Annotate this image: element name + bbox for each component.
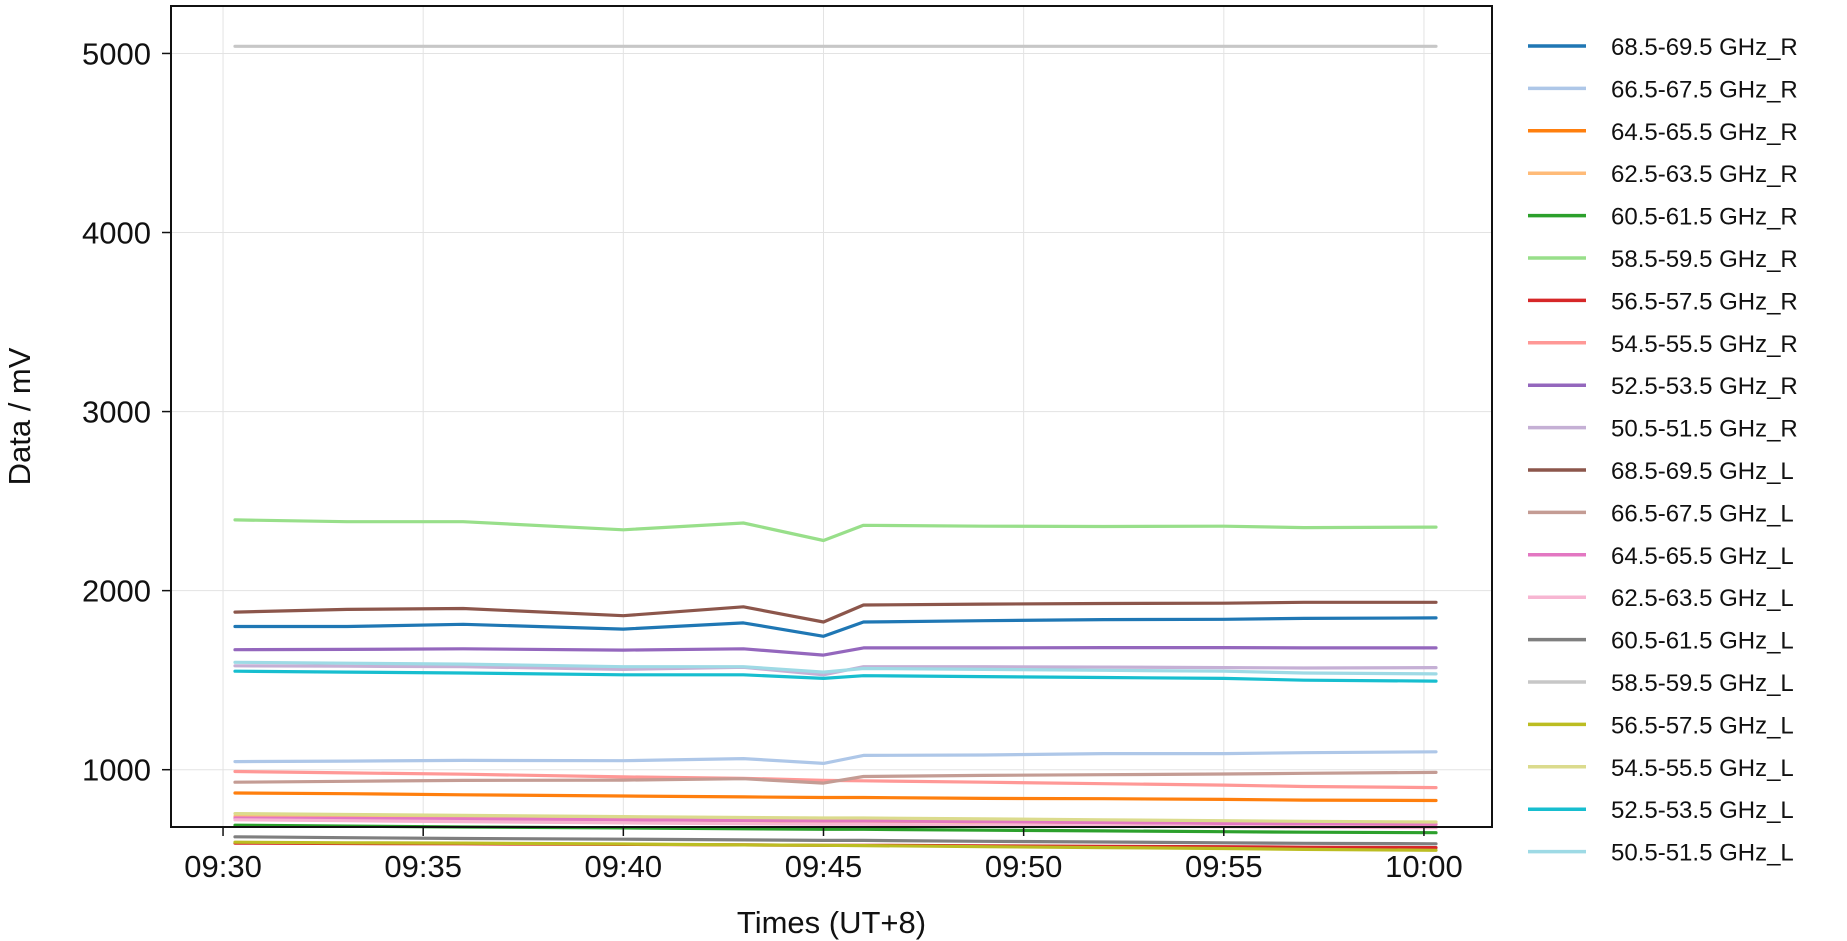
legend-item: 66.5-67.5 GHz_L — [1528, 500, 1794, 527]
legend-label: 52.5-53.5 GHz_L — [1611, 797, 1794, 824]
legend-item: 66.5-67.5 GHz_R — [1528, 76, 1798, 103]
x-tick-label: 09:30 — [184, 849, 262, 884]
series-line-12 — [233, 770, 1438, 785]
legend-item: 58.5-59.5 GHz_R — [1528, 246, 1798, 273]
legend-item: 68.5-69.5 GHz_R — [1528, 34, 1798, 61]
series-line-6 — [233, 518, 1438, 543]
legend-label: 62.5-63.5 GHz_L — [1611, 585, 1794, 612]
legend-label: 62.5-63.5 GHz_R — [1611, 161, 1798, 188]
series-lines — [233, 44, 1438, 852]
legend-item: 62.5-63.5 GHz_R — [1528, 161, 1798, 188]
legend: 68.5-69.5 GHz_R 66.5-67.5 GHz_R 64.5-65.5 … — [1528, 34, 1798, 867]
y-tick-label: 3000 — [82, 395, 151, 430]
legend-label: 52.5-53.5 GHz_R — [1611, 373, 1798, 400]
series-line-2 — [233, 750, 1438, 766]
series-line-18 — [233, 811, 1438, 824]
x-tick-label: 10:00 — [1385, 849, 1463, 884]
grid — [171, 6, 1492, 827]
series-line-1 — [233, 616, 1438, 638]
legend-item: 50.5-51.5 GHz_L — [1528, 840, 1794, 867]
y-tick-label: 1000 — [82, 753, 151, 788]
legend-item: 50.5-51.5 GHz_R — [1528, 416, 1798, 443]
y-tick-label: 5000 — [82, 36, 151, 71]
legend-label: 56.5-57.5 GHz_R — [1611, 288, 1798, 315]
legend-label: 54.5-55.5 GHz_L — [1611, 755, 1794, 782]
legend-label: 64.5-65.5 GHz_R — [1611, 119, 1798, 146]
legend-item: 64.5-65.5 GHz_R — [1528, 119, 1798, 146]
legend-item: 54.5-55.5 GHz_R — [1528, 331, 1798, 358]
y-tick-label: 4000 — [82, 216, 151, 251]
series-line-9 — [233, 645, 1438, 657]
x-tick-label: 09:55 — [1185, 849, 1263, 884]
series-line-11 — [233, 600, 1438, 624]
legend-label: 60.5-61.5 GHz_R — [1611, 204, 1798, 231]
legend-item: 54.5-55.5 GHz_L — [1528, 755, 1794, 782]
x-axis-label: Times (UT+8) — [737, 905, 926, 940]
legend-label: 66.5-67.5 GHz_L — [1611, 500, 1794, 527]
legend-label: 68.5-69.5 GHz_L — [1611, 458, 1794, 485]
legend-label: 68.5-69.5 GHz_R — [1611, 34, 1798, 61]
legend-label: 60.5-61.5 GHz_L — [1611, 628, 1794, 655]
x-tick-label: 09:50 — [985, 849, 1063, 884]
series-line-3 — [233, 791, 1438, 803]
y-axis-label: Data / mV — [2, 347, 37, 485]
legend-item: 60.5-61.5 GHz_L — [1528, 628, 1794, 655]
legend-label: 50.5-51.5 GHz_L — [1611, 840, 1794, 867]
legend-item: 52.5-53.5 GHz_L — [1528, 797, 1794, 824]
x-tick-label: 09:40 — [585, 849, 663, 884]
axis-ticks: 09:30 09:35 09:40 09:45 09:50 09:55 10:00 1000 2… — [82, 36, 1463, 884]
legend-item: 68.5-69.5 GHz_L — [1528, 458, 1794, 485]
series-line-20 — [233, 660, 1438, 676]
series-line-19 — [233, 669, 1438, 683]
legend-label: 50.5-51.5 GHz_R — [1611, 416, 1798, 443]
series-line-13 — [233, 816, 1438, 826]
legend-item: 56.5-57.5 GHz_L — [1528, 712, 1794, 739]
legend-item: 64.5-65.5 GHz_L — [1528, 543, 1794, 570]
legend-item: 60.5-61.5 GHz_R — [1528, 204, 1798, 231]
legend-label: 54.5-55.5 GHz_R — [1611, 331, 1798, 358]
y-tick-label: 2000 — [82, 574, 151, 609]
legend-item: 58.5-59.5 GHz_L — [1528, 670, 1794, 697]
legend-label: 64.5-65.5 GHz_L — [1611, 543, 1794, 570]
legend-label: 66.5-67.5 GHz_R — [1611, 76, 1798, 103]
x-tick-label: 09:35 — [384, 849, 462, 884]
legend-item: 56.5-57.5 GHz_R — [1528, 288, 1798, 315]
legend-label: 56.5-57.5 GHz_L — [1611, 712, 1794, 739]
plot-area-frame — [170, 5, 1493, 828]
legend-item: 62.5-63.5 GHz_L — [1528, 585, 1794, 612]
legend-label: 58.5-59.5 GHz_L — [1611, 670, 1794, 697]
series-line-17 — [233, 840, 1438, 852]
legend-item: 52.5-53.5 GHz_R — [1528, 373, 1798, 400]
series-line-15 — [233, 835, 1438, 846]
x-tick-label: 09:45 — [785, 849, 863, 884]
legend-label: 58.5-59.5 GHz_R — [1611, 246, 1798, 273]
